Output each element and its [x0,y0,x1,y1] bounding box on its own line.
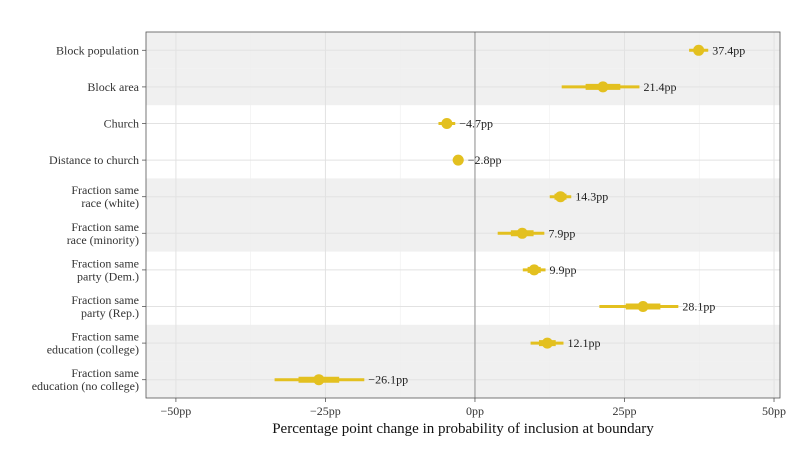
value-label: −2.8pp [468,153,502,167]
value-label: 14.3pp [575,190,608,204]
x-tick-label: −50pp [161,404,192,418]
point-estimate [516,227,528,239]
point-estimate [452,154,464,166]
y-tick-label: Fraction same party (Dem.) [71,256,139,283]
y-tick-label: Fraction same education (college) [47,330,139,357]
y-tick-label: Fraction same education (no college) [32,366,139,393]
y-tick-label: Block population [56,43,139,57]
x-tick-label: 50pp [762,404,786,418]
panel-border [145,31,781,399]
x-tick-label: 0pp [466,404,484,418]
point-estimate [313,374,325,386]
y-tick-label: Distance to church [49,153,139,167]
value-label: −26.1pp [368,373,408,387]
x-tick-label: −25pp [310,404,341,418]
value-label: 12.1pp [567,336,600,350]
value-label: 37.4pp [712,43,745,57]
point-estimate [441,118,453,129]
value-label: −4.7pp [459,117,493,131]
point-estimate [693,44,705,56]
y-tick-label: Fraction same party (Rep.) [71,293,139,320]
y-tick-label: Fraction same race (minority) [67,220,139,247]
y-axis-labels: Block population Block area Church Distance… [32,43,146,393]
value-label: 28.1pp [682,300,715,314]
y-tick-label: Church [104,117,139,131]
estimates: 37.4pp 21.4pp −4.7pp −2.8pp 14.3pp 7.9pp 9.9pp… [274,43,745,387]
y-tick-label: Fraction same race (white) [71,183,139,210]
value-label: 9.9pp [550,263,577,277]
x-tick-label: 25pp [612,404,636,418]
point-estimate [541,337,553,349]
x-axis-labels: −50pp −25pp 0pp 25pp 50pp [161,398,786,418]
value-label: 7.9pp [548,226,575,240]
value-label: 21.4pp [643,80,676,94]
point-estimate [637,301,649,312]
y-tick-label: Block area [87,80,139,94]
point-estimate [597,81,609,93]
point-estimate [528,264,540,276]
x-axis-title: Percentage point change in probability o… [272,421,654,437]
point-estimate [554,191,566,203]
